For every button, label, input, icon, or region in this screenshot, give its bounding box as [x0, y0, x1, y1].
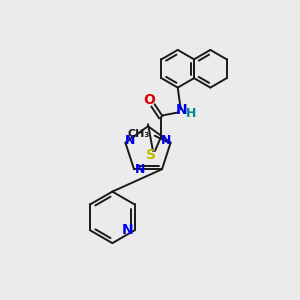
Text: N: N — [122, 223, 134, 237]
Text: O: O — [143, 94, 155, 107]
Text: N: N — [125, 134, 136, 147]
Text: S: S — [146, 148, 156, 162]
Text: N: N — [160, 134, 171, 147]
Text: H: H — [185, 107, 196, 120]
Text: N: N — [135, 163, 145, 176]
Text: N: N — [176, 103, 188, 117]
Text: CH₃: CH₃ — [128, 129, 150, 139]
